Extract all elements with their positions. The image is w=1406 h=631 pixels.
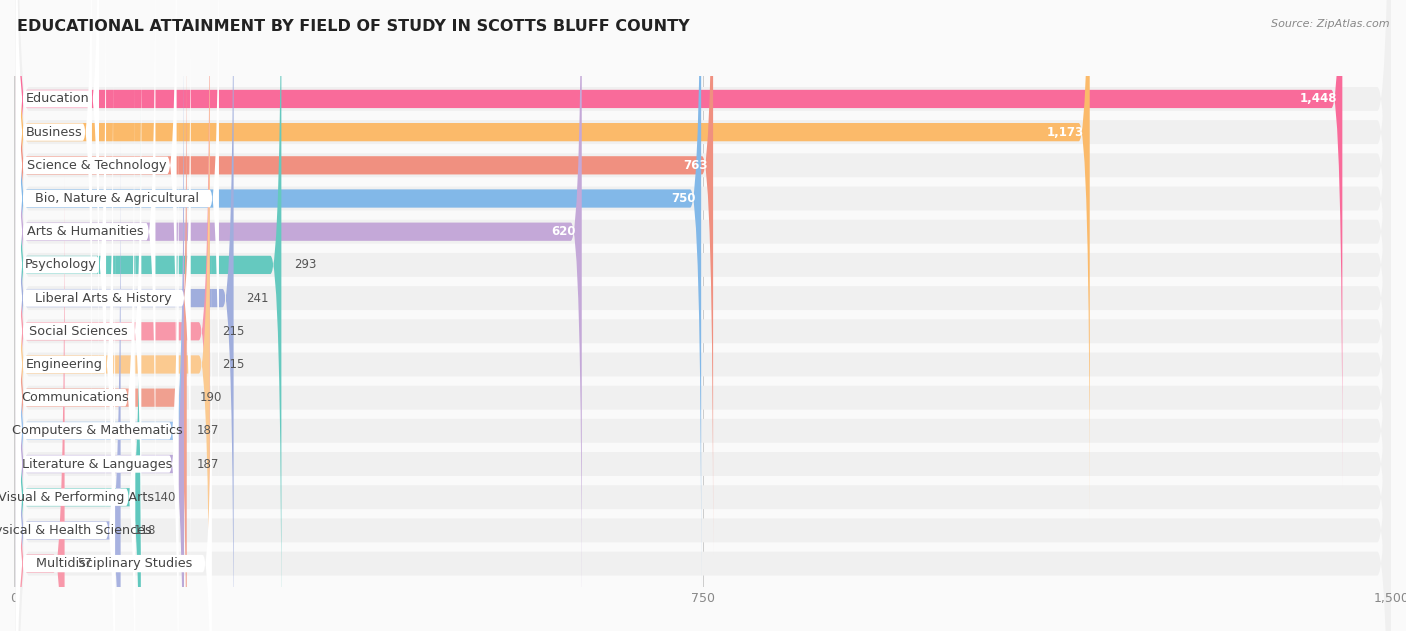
Text: 620: 620 xyxy=(551,225,576,239)
FancyBboxPatch shape xyxy=(15,240,212,631)
Text: 215: 215 xyxy=(222,358,245,371)
Text: Liberal Arts & History: Liberal Arts & History xyxy=(35,292,172,305)
FancyBboxPatch shape xyxy=(15,0,219,522)
Text: Multidisciplinary Studies: Multidisciplinary Studies xyxy=(35,557,193,570)
Text: 187: 187 xyxy=(197,424,219,437)
FancyBboxPatch shape xyxy=(15,0,177,488)
FancyBboxPatch shape xyxy=(15,0,209,631)
FancyBboxPatch shape xyxy=(15,42,184,631)
FancyBboxPatch shape xyxy=(15,0,702,587)
FancyBboxPatch shape xyxy=(15,0,1391,631)
FancyBboxPatch shape xyxy=(15,8,187,631)
FancyBboxPatch shape xyxy=(15,0,1391,618)
Text: Literature & Languages: Literature & Languages xyxy=(22,457,173,471)
FancyBboxPatch shape xyxy=(15,0,1391,631)
FancyBboxPatch shape xyxy=(15,0,281,631)
Text: 763: 763 xyxy=(683,159,707,172)
FancyBboxPatch shape xyxy=(15,0,1391,551)
FancyBboxPatch shape xyxy=(15,207,115,631)
FancyBboxPatch shape xyxy=(15,108,179,631)
FancyBboxPatch shape xyxy=(15,141,121,631)
Text: 140: 140 xyxy=(153,491,176,504)
FancyBboxPatch shape xyxy=(15,0,1391,631)
Text: Visual & Performing Arts: Visual & Performing Arts xyxy=(0,491,153,504)
FancyBboxPatch shape xyxy=(15,108,141,631)
FancyBboxPatch shape xyxy=(15,0,91,456)
Text: 293: 293 xyxy=(294,259,316,271)
Text: 187: 187 xyxy=(197,457,219,471)
FancyBboxPatch shape xyxy=(15,0,1343,488)
FancyBboxPatch shape xyxy=(15,111,1391,631)
FancyBboxPatch shape xyxy=(15,0,1391,631)
Text: Social Sciences: Social Sciences xyxy=(30,325,128,338)
FancyBboxPatch shape xyxy=(15,141,179,631)
FancyBboxPatch shape xyxy=(15,0,105,588)
FancyBboxPatch shape xyxy=(15,0,233,631)
FancyBboxPatch shape xyxy=(15,174,65,631)
Text: Education: Education xyxy=(25,93,90,105)
Text: 1,448: 1,448 xyxy=(1299,93,1337,105)
FancyBboxPatch shape xyxy=(15,78,1391,631)
Text: 118: 118 xyxy=(134,524,156,537)
FancyBboxPatch shape xyxy=(15,174,135,631)
FancyBboxPatch shape xyxy=(15,0,1391,585)
Text: Arts & Humanities: Arts & Humanities xyxy=(27,225,143,239)
Text: Communications: Communications xyxy=(21,391,129,404)
FancyBboxPatch shape xyxy=(15,0,713,555)
FancyBboxPatch shape xyxy=(15,41,112,631)
FancyBboxPatch shape xyxy=(15,8,142,631)
FancyBboxPatch shape xyxy=(15,0,1391,631)
Text: Psychology: Psychology xyxy=(25,259,97,271)
FancyBboxPatch shape xyxy=(15,11,1391,631)
Text: 57: 57 xyxy=(77,557,93,570)
Text: Source: ZipAtlas.com: Source: ZipAtlas.com xyxy=(1271,19,1389,29)
Text: 215: 215 xyxy=(222,325,245,338)
FancyBboxPatch shape xyxy=(15,0,191,622)
FancyBboxPatch shape xyxy=(15,0,1391,631)
FancyBboxPatch shape xyxy=(15,0,209,631)
Text: Engineering: Engineering xyxy=(27,358,103,371)
Text: Bio, Nature & Agricultural: Bio, Nature & Agricultural xyxy=(35,192,200,205)
Text: Science & Technology: Science & Technology xyxy=(27,159,166,172)
Text: Business: Business xyxy=(25,126,83,139)
Text: 1,173: 1,173 xyxy=(1047,126,1084,139)
Text: Computers & Mathematics: Computers & Mathematics xyxy=(11,424,183,437)
FancyBboxPatch shape xyxy=(15,0,1090,521)
FancyBboxPatch shape xyxy=(15,74,135,631)
FancyBboxPatch shape xyxy=(15,0,98,422)
FancyBboxPatch shape xyxy=(15,45,1391,631)
FancyBboxPatch shape xyxy=(15,0,156,555)
Text: 750: 750 xyxy=(671,192,696,205)
Text: Physical & Health Sciences: Physical & Health Sciences xyxy=(0,524,152,537)
Text: 190: 190 xyxy=(200,391,222,404)
FancyBboxPatch shape xyxy=(15,75,184,631)
FancyBboxPatch shape xyxy=(15,0,582,621)
FancyBboxPatch shape xyxy=(15,0,1391,631)
Text: EDUCATIONAL ATTAINMENT BY FIELD OF STUDY IN SCOTTS BLUFF COUNTY: EDUCATIONAL ATTAINMENT BY FIELD OF STUDY… xyxy=(17,19,689,34)
Text: 241: 241 xyxy=(246,292,269,305)
FancyBboxPatch shape xyxy=(15,0,1391,631)
